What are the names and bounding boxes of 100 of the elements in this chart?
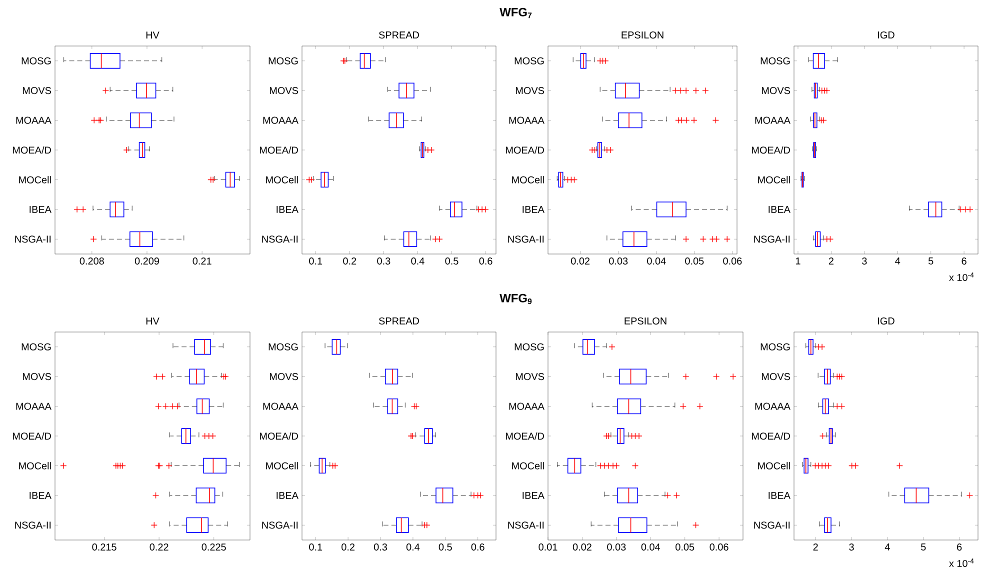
x-tick-label: 6 (957, 544, 962, 551)
y-tick-label: IBEA (276, 492, 298, 499)
y-tick-label: MOSG (760, 57, 790, 64)
x-tick-label: 0.03 (607, 544, 626, 551)
y-tick-label: MOAAA (755, 402, 790, 410)
x-tick-label: 0.06 (723, 258, 742, 265)
y-tick-label: MOAAA (263, 402, 298, 410)
x-tick-label: 0.4 (411, 258, 424, 265)
y-tick-label: MOVS (762, 373, 790, 380)
y-tick-label: NSGA-II (754, 522, 790, 529)
chart-title: HV (146, 32, 160, 39)
y-tick-label: MOEA/D (12, 146, 52, 154)
y-tick-label: MOSG (514, 57, 544, 64)
y-tick-label: IBEA (30, 206, 52, 213)
y-tick-label: MOEA/D (260, 146, 298, 154)
y-tick-label: MOSG (268, 343, 298, 350)
x-tick-label: 0.1 (309, 544, 322, 551)
y-tick-label: MOVS (270, 87, 298, 94)
chart-title: HV (146, 318, 160, 325)
y-tick-label: MOCell (266, 462, 298, 470)
y-tick-label: MOAAA (16, 116, 52, 124)
x-tick-label: 0.01 (538, 544, 558, 551)
y-tick-label: IBEA (522, 206, 544, 213)
y-tick-label: MOEA/D (260, 432, 298, 440)
y-tick-label: MOAAA (755, 116, 790, 124)
x-tick-label: 0.1 (309, 258, 322, 265)
y-tick-label: MOCell (19, 462, 51, 470)
y-tick-label: NSGA-II (15, 522, 51, 529)
y-tick-label: MOCell (266, 176, 298, 184)
y-tick-label: MOCell (758, 462, 790, 470)
y-tick-label: MOSG (22, 343, 51, 350)
y-tick-label: MOAAA (509, 116, 544, 124)
x-tick-label: 0.225 (202, 544, 226, 551)
x-tick-label: 0.3 (377, 258, 390, 265)
chart-title: IGD (878, 317, 894, 325)
x-tick-label: 2 (813, 544, 818, 550)
y-tick-label: IBEA (30, 492, 52, 499)
y-tick-label: MOVS (762, 87, 790, 94)
y-tick-label: MOVS (516, 87, 544, 94)
y-tick-label: MOVS (270, 373, 298, 380)
x-tick-label: 1 (796, 258, 800, 264)
x-tick-label: 0.6 (479, 258, 492, 265)
y-tick-label: MOEA/D (12, 432, 52, 440)
y-tick-label: NSGA-II (754, 236, 790, 243)
x-tick-label: 0.6 (471, 544, 484, 551)
x-tick-label: 0.06 (710, 544, 728, 551)
y-tick-label: MOCell (758, 176, 790, 184)
y-tick-label: NSGA-II (262, 236, 298, 243)
y-tick-label: NSGA-II (15, 236, 51, 243)
y-tick-label: MOAAA (509, 402, 544, 410)
y-tick-label: IBEA (768, 492, 790, 499)
y-tick-label: IBEA (768, 206, 790, 213)
x-tick-label: 2 (828, 258, 834, 264)
x-tick-label: 0.209 (134, 258, 159, 265)
y-tick-label: IBEA (276, 206, 298, 213)
x-tick-label: 0.215 (92, 544, 116, 551)
y-tick-label: MOEA/D (752, 146, 790, 154)
x-tick-label: 0.208 (80, 258, 104, 265)
x-tick-label: 4 (884, 544, 890, 550)
x-tick-label: 0.2 (342, 544, 355, 551)
text: WFG$_{9}$ (500, 294, 532, 304)
chart-title: SPREAD (378, 317, 420, 325)
x-axis-title: x 10$^{-4}$ (949, 558, 974, 568)
x-tick-label: 0.5 (438, 544, 452, 551)
chart-title: SPREAD (378, 31, 420, 38)
x-tick-label: 0.05 (676, 544, 694, 551)
x-tick-label: 3 (862, 258, 867, 265)
y-tick-label: MOVS (22, 87, 52, 94)
x-tick-label: 0.02 (571, 258, 590, 265)
chart-title: EPSILON (624, 317, 666, 325)
y-tick-label: MOSG (514, 343, 544, 350)
y-tick-label: MOAAA (16, 402, 52, 410)
y-tick-label: MOAAA (263, 116, 298, 124)
x-tick-label: 0.03 (609, 258, 628, 265)
chart-title: IGD (878, 31, 894, 38)
y-tick-label: MOSG (268, 57, 298, 64)
y-tick-label: IBEA (522, 492, 544, 499)
x-tick-label: 0.05 (685, 258, 704, 265)
y-tick-label: MOVS (22, 373, 52, 380)
text: WFG$_{7}$ (500, 8, 532, 18)
x-tick-label: 0.21 (192, 258, 212, 265)
chart-title: EPSILON (622, 31, 664, 38)
x-tick-label: 0.3 (374, 544, 388, 551)
y-tick-label: MOSG (22, 57, 51, 64)
x-tick-label: 0.22 (150, 544, 168, 551)
y-tick-label: MOEA/D (752, 432, 790, 440)
y-tick-label: NSGA-II (508, 236, 544, 243)
y-tick-label: MOVS (516, 373, 544, 380)
x-tick-label: 3 (849, 544, 854, 551)
x-tick-label: 0.5 (445, 258, 458, 265)
x-tick-label: 0.2 (343, 258, 356, 265)
x-tick-label: 0.02 (572, 544, 592, 551)
y-tick-label: NSGA-II (262, 522, 298, 529)
x-tick-label: 0.04 (641, 544, 660, 551)
y-tick-label: MOCell (19, 176, 51, 184)
x-tick-label: 5 (921, 544, 926, 550)
x-tick-label: 5 (928, 258, 934, 264)
y-tick-label: MOEA/D (506, 432, 544, 440)
x-tick-label: 0.04 (647, 258, 666, 265)
y-tick-label: MOCell (512, 462, 544, 470)
